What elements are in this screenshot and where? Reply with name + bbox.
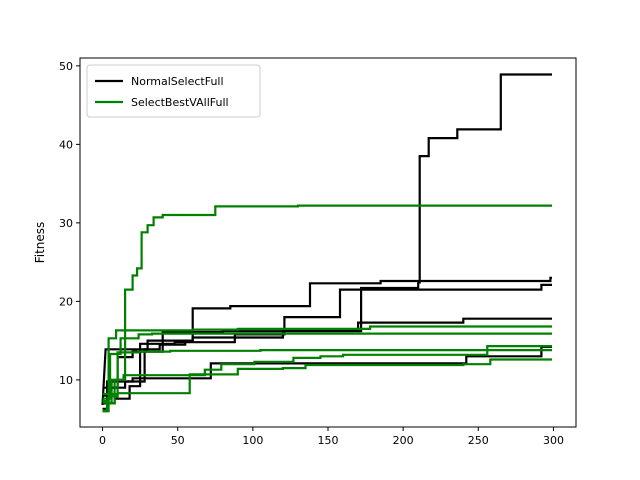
- x-tick-label: 200: [393, 434, 414, 447]
- legend: NormalSelectFull SelectBestVAllFull: [86, 64, 261, 118]
- plot-lines: [101, 73, 552, 413]
- x-tick-label: 300: [543, 434, 564, 447]
- series-line-5: [102, 73, 552, 389]
- y-tick-label: 50: [59, 60, 73, 73]
- series-line-9: [102, 358, 552, 413]
- series-line-4: [102, 345, 552, 410]
- x-tick-label: 50: [171, 434, 185, 447]
- series-line-1: [101, 276, 552, 406]
- y-tick-label: 40: [59, 138, 73, 151]
- legend-box: [86, 64, 261, 118]
- x-axis-ticks: 0 50 100 150 200 250 300: [99, 427, 564, 447]
- series-line-7: [102, 325, 552, 403]
- y-axis-label: Fitness: [33, 222, 47, 264]
- series-line-8: [102, 332, 552, 400]
- y-tick-label: 10: [59, 374, 73, 387]
- y-tick-label: 30: [59, 217, 73, 230]
- legend-label: NormalSelectFull: [131, 75, 224, 88]
- series-line-3: [102, 283, 552, 405]
- series-line-11: [102, 349, 552, 396]
- x-tick-label: 150: [318, 434, 339, 447]
- x-tick-label: 0: [99, 434, 106, 447]
- series-line-10: [102, 345, 552, 404]
- legend-label: SelectBestVAllFull: [131, 96, 229, 109]
- series-line-6: [102, 204, 552, 412]
- y-axis-ticks: 10 20 30 40 50: [59, 60, 80, 387]
- x-tick-label: 100: [242, 434, 263, 447]
- y-tick-label: 20: [59, 295, 73, 308]
- x-tick-label: 250: [468, 434, 489, 447]
